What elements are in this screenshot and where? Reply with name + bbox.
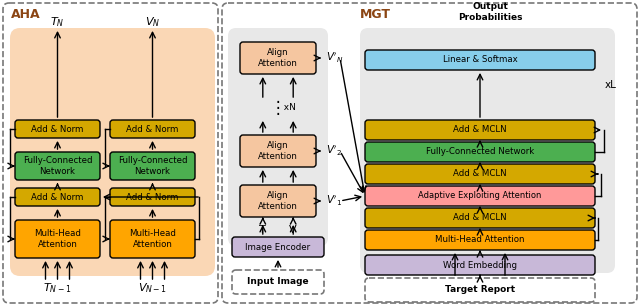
Text: Output
Probabilities: Output Probabilities (458, 2, 522, 22)
FancyBboxPatch shape (365, 255, 595, 275)
Text: Linear & Softmax: Linear & Softmax (443, 55, 517, 65)
Text: Word Embedding: Word Embedding (443, 260, 517, 270)
Text: Image Encoder: Image Encoder (245, 242, 310, 252)
Text: Input Image: Input Image (247, 278, 309, 286)
FancyBboxPatch shape (228, 28, 328, 246)
Text: Fully-Connected
Network: Fully-Connected Network (118, 156, 188, 176)
FancyBboxPatch shape (110, 188, 195, 206)
FancyBboxPatch shape (365, 186, 595, 206)
Text: $T_N$: $T_N$ (51, 15, 65, 29)
FancyBboxPatch shape (240, 135, 316, 167)
FancyBboxPatch shape (365, 208, 595, 228)
FancyBboxPatch shape (240, 185, 316, 217)
FancyBboxPatch shape (110, 120, 195, 138)
Text: $V_N$: $V_N$ (145, 15, 160, 29)
Text: Add & Norm: Add & Norm (31, 125, 84, 133)
Text: Multi-Head
Attention: Multi-Head Attention (34, 229, 81, 249)
FancyBboxPatch shape (15, 188, 100, 206)
Text: Add & MCLN: Add & MCLN (453, 125, 507, 135)
Text: ⋮: ⋮ (269, 99, 286, 117)
Text: Align
Attention: Align Attention (258, 191, 298, 211)
Text: Fully-Connected
Network: Fully-Connected Network (23, 156, 92, 176)
FancyBboxPatch shape (365, 164, 595, 184)
Text: $V'_2$: $V'_2$ (326, 144, 342, 158)
FancyBboxPatch shape (222, 3, 637, 303)
FancyBboxPatch shape (365, 142, 595, 162)
Text: V: V (289, 225, 297, 235)
FancyBboxPatch shape (15, 220, 100, 258)
Text: Add & Norm: Add & Norm (31, 192, 84, 201)
FancyBboxPatch shape (240, 42, 316, 74)
Text: $T_{N-1}$: $T_{N-1}$ (44, 281, 72, 295)
Text: Align
Attention: Align Attention (258, 141, 298, 161)
FancyBboxPatch shape (365, 278, 595, 302)
FancyBboxPatch shape (365, 230, 595, 250)
Text: $V'_1$: $V'_1$ (326, 194, 342, 208)
Text: Add & MCLN: Add & MCLN (453, 214, 507, 222)
Text: xN: xN (278, 103, 296, 113)
FancyBboxPatch shape (365, 120, 595, 140)
FancyBboxPatch shape (232, 270, 324, 294)
Text: Target Report: Target Report (445, 285, 515, 294)
Text: Multi-Head Attention: Multi-Head Attention (435, 236, 525, 244)
Text: $V'_N$: $V'_N$ (326, 51, 344, 65)
FancyBboxPatch shape (110, 152, 195, 180)
Text: AHA: AHA (11, 9, 40, 21)
Text: Add & MCLN: Add & MCLN (453, 170, 507, 178)
Text: MGT: MGT (360, 9, 391, 21)
Text: $V_{N-1}$: $V_{N-1}$ (138, 281, 167, 295)
Text: Fully-Connected Network: Fully-Connected Network (426, 147, 534, 156)
FancyBboxPatch shape (15, 120, 100, 138)
FancyBboxPatch shape (3, 3, 218, 303)
FancyBboxPatch shape (15, 152, 100, 180)
Text: Align
Attention: Align Attention (258, 48, 298, 68)
FancyBboxPatch shape (232, 237, 324, 257)
Text: Multi-Head
Attention: Multi-Head Attention (129, 229, 176, 249)
FancyBboxPatch shape (360, 28, 615, 273)
Text: Add & Norm: Add & Norm (126, 192, 179, 201)
FancyBboxPatch shape (10, 28, 215, 276)
Text: Adaptive Exploiting Attention: Adaptive Exploiting Attention (419, 192, 541, 200)
FancyBboxPatch shape (365, 50, 595, 70)
Text: xL: xL (605, 80, 617, 90)
Text: T: T (259, 225, 266, 235)
Text: Add & Norm: Add & Norm (126, 125, 179, 133)
FancyBboxPatch shape (110, 220, 195, 258)
